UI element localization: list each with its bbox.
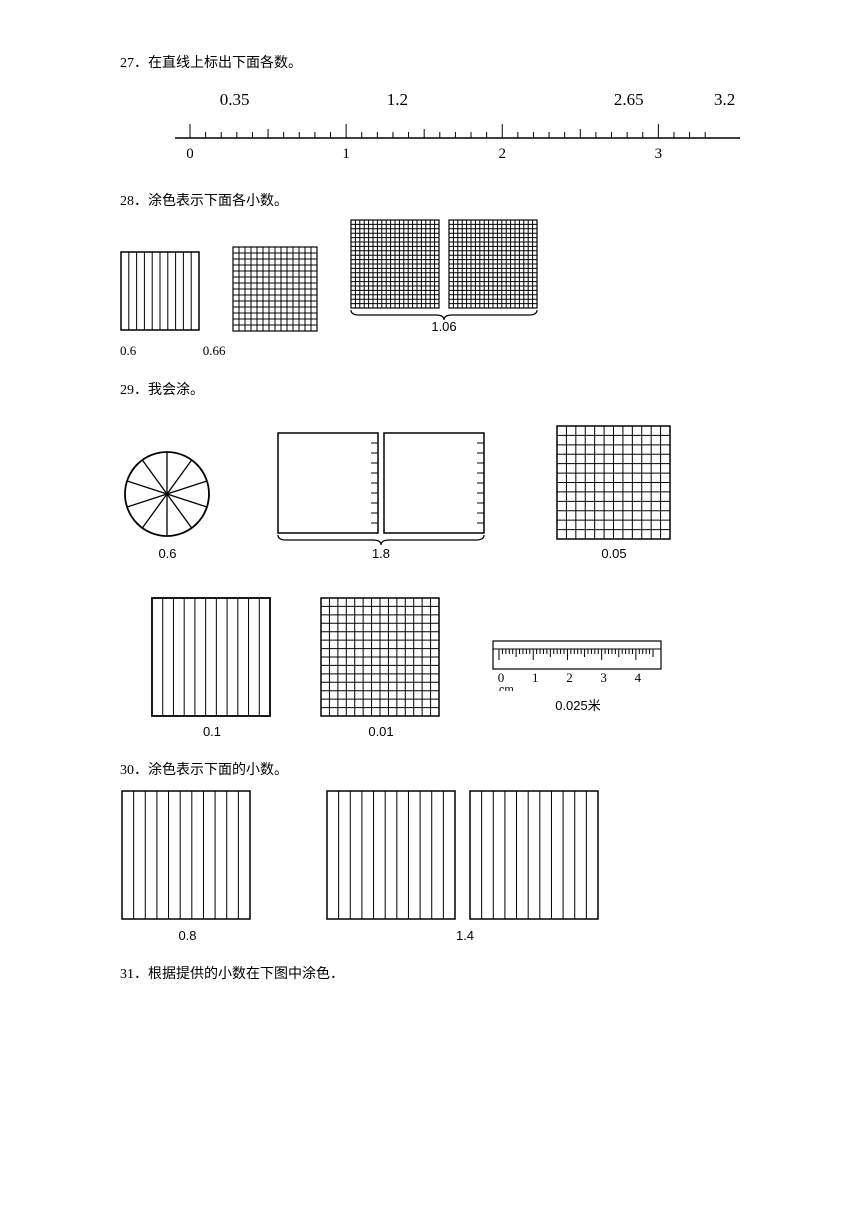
- svg-text:3.2: 3.2: [714, 90, 735, 109]
- svg-text:cm: cm: [499, 684, 514, 691]
- q27-text: 27．在直线上标出下面各数。: [120, 52, 740, 72]
- q30-item-2: 1.4: [325, 789, 605, 943]
- q29-grid: 0.05: [555, 424, 673, 561]
- q29-grid005-label: 0.05: [555, 546, 673, 561]
- svg-text:3: 3: [655, 146, 663, 162]
- q28-item-3: 1.06: [349, 218, 549, 333]
- svg-text:4: 4: [635, 670, 642, 685]
- svg-text:1: 1: [342, 146, 350, 162]
- question-30: 30．涂色表示下面的小数。 0.8 1.4: [120, 759, 740, 943]
- svg-text:0: 0: [498, 670, 505, 685]
- svg-text:3: 3: [600, 670, 607, 685]
- q30-label-1: 0.8: [120, 928, 255, 943]
- svg-text:1.06: 1.06: [431, 319, 456, 333]
- q29-pie-label: 0.6: [120, 546, 215, 561]
- q29-row2-b: 0.01: [319, 596, 443, 739]
- q28-item-1: [120, 251, 202, 333]
- q30-text: 30．涂色表示下面的小数。: [120, 759, 740, 779]
- svg-text:0.35: 0.35: [220, 90, 250, 109]
- question-31: 31．根据提供的小数在下图中涂色．: [120, 963, 740, 983]
- q28-item-2: [232, 246, 319, 333]
- question-28: 28．涂色表示下面各小数。 1.06 0.6 0.66: [120, 190, 740, 359]
- q28-label-06: 0.6: [120, 343, 136, 358]
- q29-row2-ruler: 0 1 2 3 4 cm 0.025米: [488, 636, 668, 714]
- q30-item-1: 0.8: [120, 789, 255, 943]
- question-29: 29．我会涂。 0.6 1.8 0.05 0.1 0.01 0 1 2 3 4 cm 0.…: [120, 379, 740, 739]
- q27-numberline: 0.35 1.2 2.65 3.2 0 1 2 3: [160, 80, 740, 170]
- q31-text: 31．根据提供的小数在下图中涂色．: [120, 963, 740, 983]
- svg-text:2.65: 2.65: [614, 90, 644, 109]
- q29-r2-a-label: 0.1: [150, 724, 274, 739]
- svg-text:2: 2: [498, 146, 506, 162]
- svg-text:1.2: 1.2: [387, 90, 408, 109]
- q28-label-066: 0.66: [203, 343, 226, 358]
- q29-row2-a: 0.1: [150, 596, 274, 739]
- svg-text:1.8: 1.8: [372, 546, 390, 561]
- svg-text:2: 2: [566, 670, 573, 685]
- q29-pie: 0.6: [120, 447, 215, 561]
- q29-text: 29．我会涂。: [120, 379, 740, 399]
- question-27: 27．在直线上标出下面各数。 0.35 1.2 2.65 3.2 0 1 2 3: [120, 52, 740, 170]
- q29-r2-b-label: 0.01: [319, 724, 443, 739]
- svg-text:0: 0: [186, 146, 194, 162]
- svg-text:1: 1: [532, 670, 539, 685]
- q30-label-2: 1.4: [325, 928, 605, 943]
- q29-squares: 1.8: [275, 431, 495, 561]
- q29-ruler-label: 0.025米: [488, 695, 668, 714]
- q28-text: 28．涂色表示下面各小数。: [120, 190, 740, 210]
